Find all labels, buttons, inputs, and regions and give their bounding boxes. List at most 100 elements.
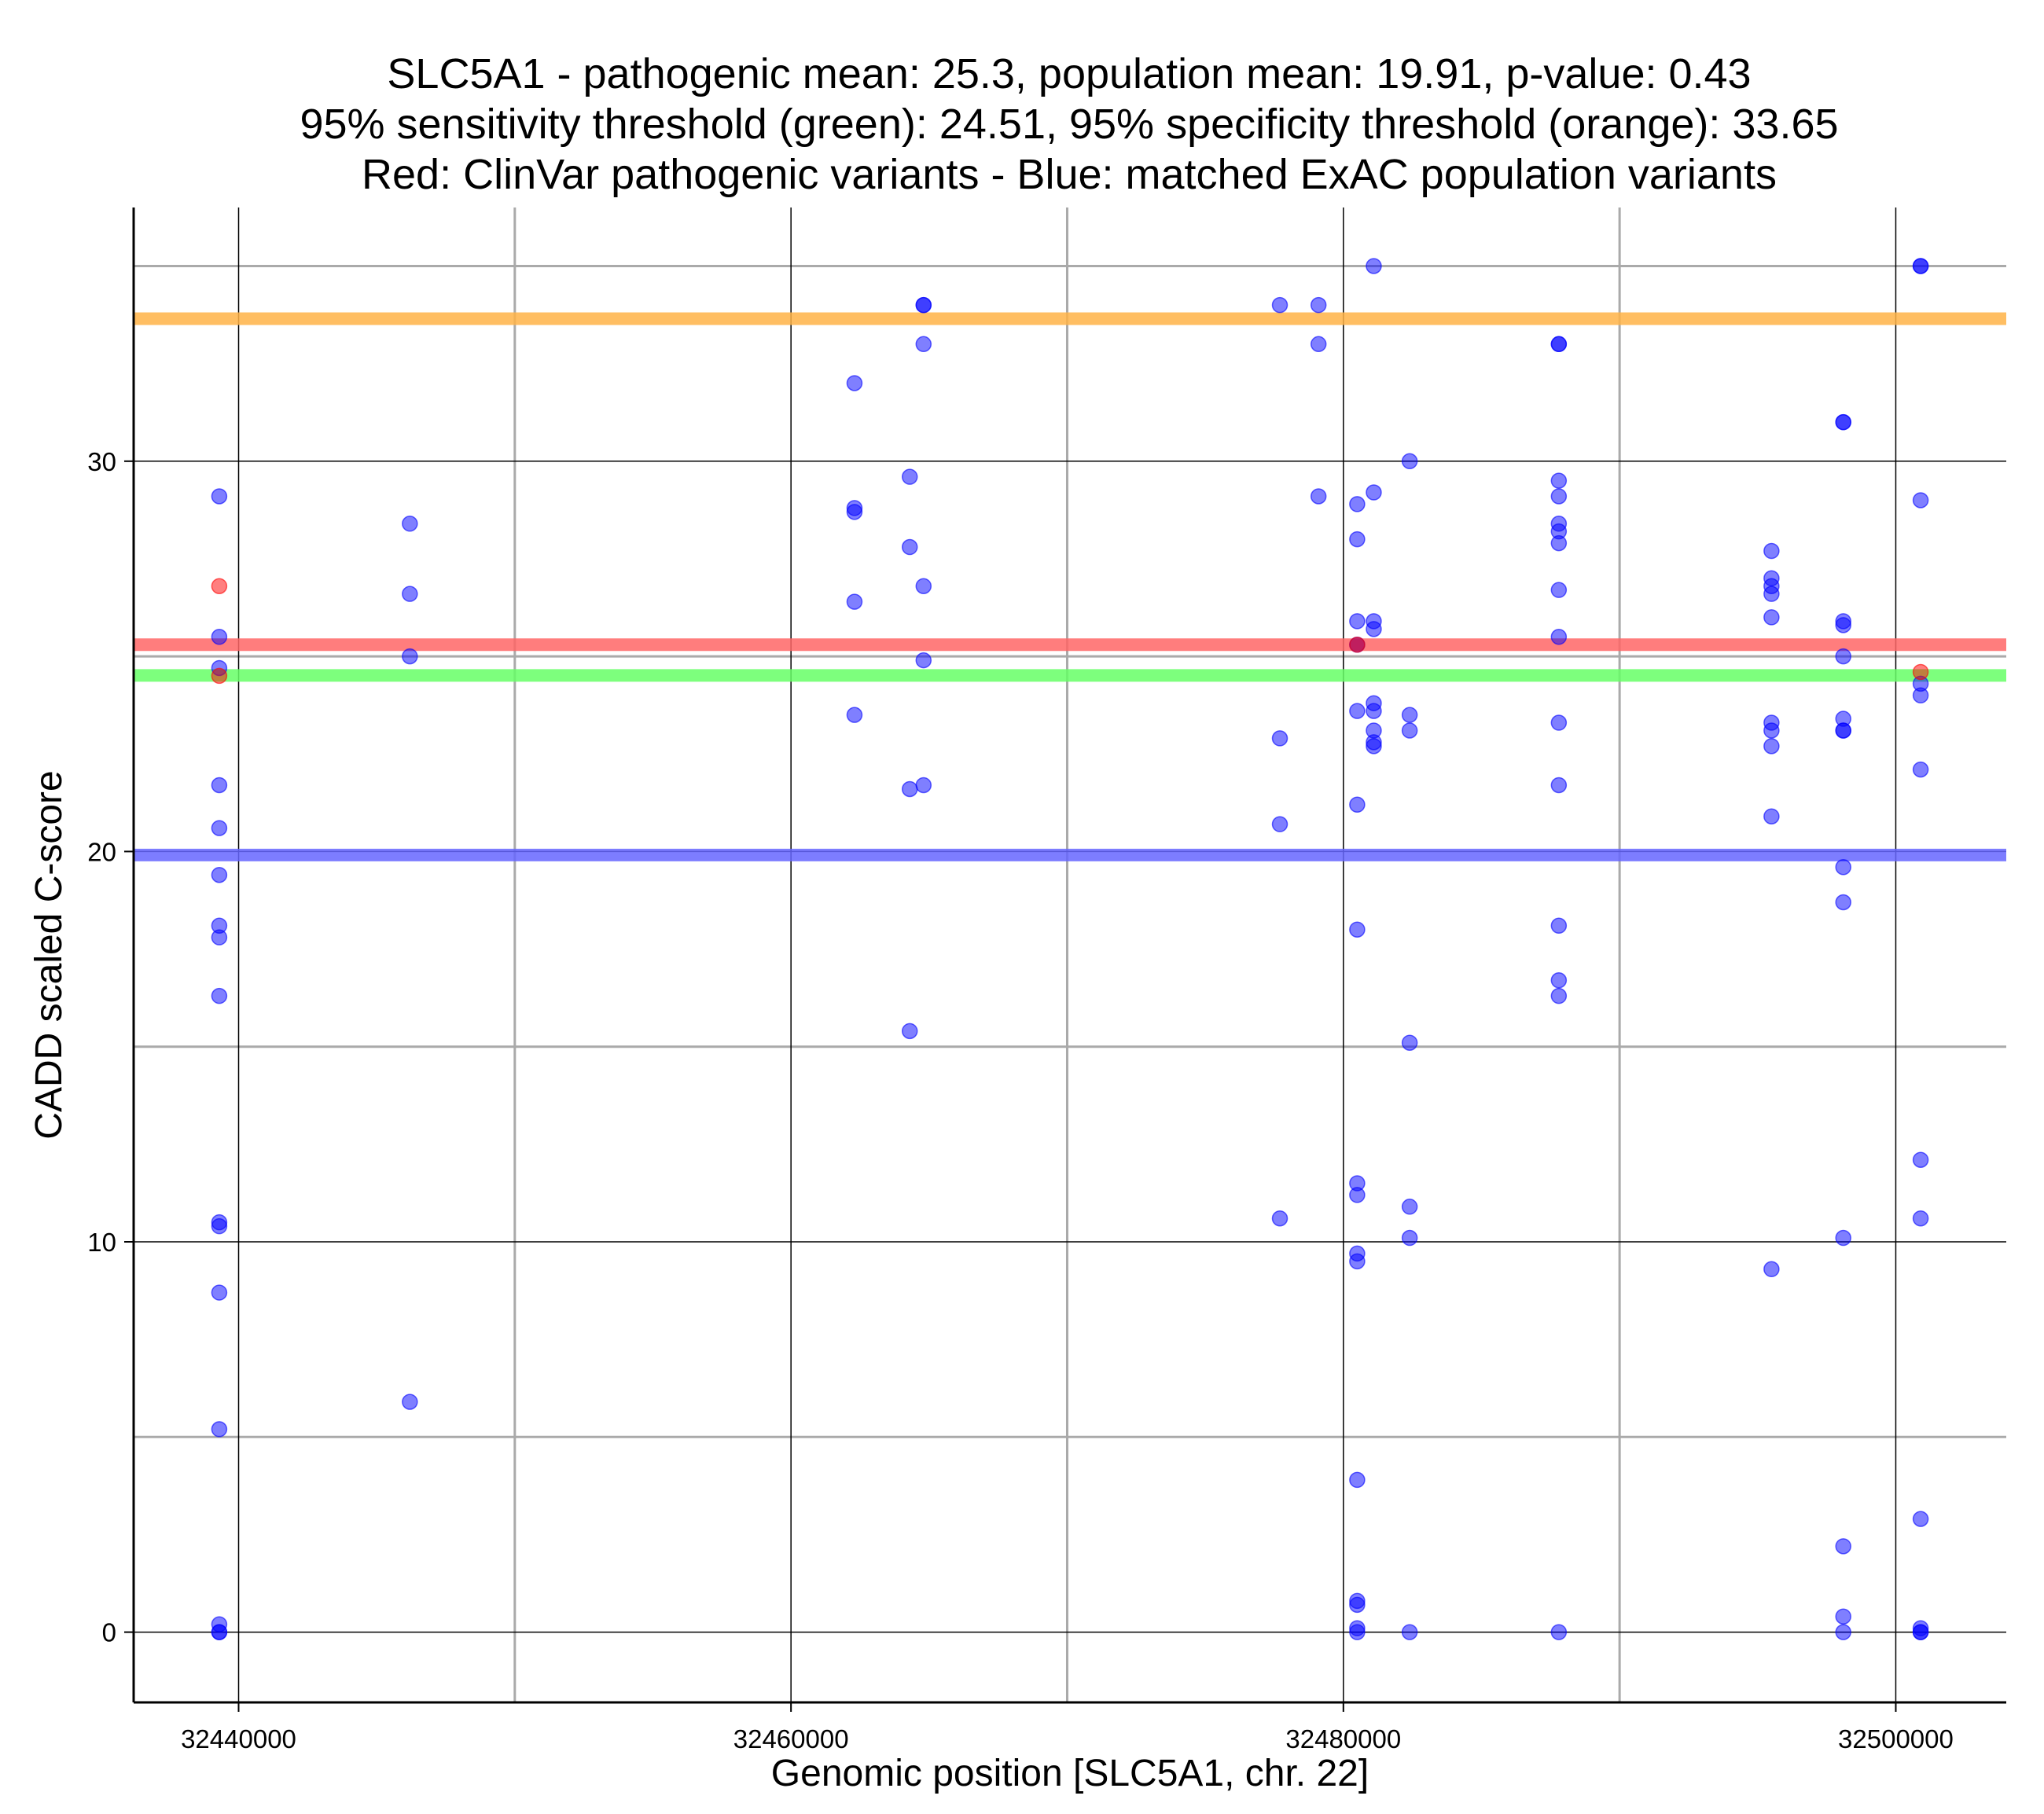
population-variant-point	[211, 987, 228, 1004]
y-tick-label: 30	[87, 447, 116, 476]
data-points	[211, 258, 1929, 1640]
population-variant-point	[402, 586, 418, 602]
population-variant-point	[1401, 453, 1418, 470]
population-variant-point	[1550, 534, 1568, 552]
population-variant-point	[1912, 1511, 1929, 1527]
population-variant-point	[211, 488, 228, 505]
population-variant-point	[1349, 1471, 1366, 1489]
x-tick-label: 32500000	[1838, 1724, 1954, 1753]
population-variant-point	[1763, 738, 1780, 755]
population-variant-point	[901, 780, 918, 798]
population-variant-point	[1763, 808, 1780, 824]
population-variant-point	[1366, 258, 1382, 274]
population-variant-point	[1349, 531, 1366, 548]
title-line-2: 95% sensitivity threshold (green): 24.51…	[300, 101, 1839, 148]
population-variant-point	[1401, 1034, 1418, 1051]
population-variant-point	[1401, 1199, 1418, 1215]
population-variant-point	[1835, 1624, 1851, 1640]
population-variant-point	[846, 504, 863, 520]
population-variant-point	[1550, 629, 1568, 645]
population-variant-point	[1349, 1187, 1366, 1203]
population-variant-point	[211, 1421, 228, 1438]
population-variant-point	[211, 820, 228, 836]
population-variant-point	[1349, 613, 1366, 630]
pathogenic-variant-point	[1349, 636, 1366, 653]
population-variant-point	[211, 866, 228, 883]
population-variant-point	[211, 1217, 228, 1235]
threshold-lines	[134, 312, 2006, 861]
population-variant-point	[211, 1624, 228, 1640]
population-variant-point	[901, 468, 918, 485]
population-variant-point	[1835, 1608, 1851, 1625]
population-variant-point	[1550, 777, 1568, 794]
population-variant-point	[1912, 492, 1929, 509]
pathogenic-variant-point	[211, 578, 228, 594]
population-variant-point	[1763, 542, 1780, 560]
population-variant-point	[1550, 972, 1568, 989]
population-variant-point	[1366, 621, 1382, 637]
pathogenic-variant-point	[1912, 663, 1929, 681]
population-variant-point	[915, 336, 932, 353]
population-variant-point	[1835, 894, 1851, 911]
title-line-3: Red: ClinVar pathogenic variants - Blue:…	[362, 151, 1777, 198]
axes	[132, 207, 2006, 1704]
population-variant-point	[1401, 1624, 1418, 1640]
y-axis-title: CADD scaled C-score	[28, 770, 70, 1139]
population-variant-point	[1550, 714, 1568, 731]
y-tick-label: 0	[102, 1618, 116, 1647]
population-variant-point	[1310, 488, 1327, 505]
population-variant-point	[1349, 921, 1366, 938]
population-variant-point	[1550, 987, 1568, 1004]
y-tick-label: 10	[87, 1228, 116, 1257]
population-variant-point	[211, 1284, 228, 1301]
population-variant-point	[1835, 648, 1851, 665]
population-variant-point	[1912, 1624, 1929, 1640]
population-variant-point	[1349, 703, 1366, 719]
population-variant-point	[846, 375, 863, 391]
population-variant-point	[1550, 582, 1568, 598]
population-variant-point	[1349, 1624, 1366, 1640]
x-axis-title: Genomic position [SLC5A1, chr. 22]	[771, 1753, 1369, 1794]
grid-lines	[134, 207, 2006, 1702]
population-variant-point	[1401, 722, 1418, 739]
population-variant-point	[1912, 761, 1929, 778]
population-variant-point	[402, 1394, 418, 1410]
population-variant-point	[901, 1023, 918, 1040]
y-tick-label: 20	[87, 837, 116, 866]
population-variant-point	[1310, 296, 1327, 314]
population-variant-point	[1912, 687, 1929, 704]
population-variant-point	[402, 516, 418, 532]
population-variant-point	[1271, 1210, 1289, 1227]
population-variant-point	[1271, 730, 1289, 747]
population-variant-point	[211, 777, 228, 794]
population-variant-point	[1349, 1253, 1366, 1270]
population-variant-point	[1763, 1261, 1780, 1278]
pathogenic-variant-point	[211, 667, 228, 685]
population-variant-point	[846, 593, 863, 610]
population-variant-point	[846, 707, 863, 723]
population-variant-point	[1835, 617, 1851, 633]
x-tick-label: 32480000	[1285, 1724, 1401, 1753]
population-variant-point	[1550, 472, 1568, 489]
population-variant-point	[915, 777, 932, 794]
population-variant-point	[915, 578, 932, 594]
population-variant-point	[1401, 1229, 1418, 1247]
population-variant-point	[1310, 336, 1327, 353]
population-variant-point	[915, 296, 932, 314]
population-variant-point	[1366, 484, 1382, 501]
population-variant-point	[1550, 917, 1568, 935]
population-variant-point	[901, 538, 918, 556]
chart-title: SLC5A1 - pathogenic mean: 25.3, populati…	[134, 49, 2005, 200]
population-variant-point	[1550, 488, 1568, 505]
population-variant-point	[1835, 859, 1851, 876]
population-variant-point	[1835, 1538, 1851, 1555]
x-tick-label: 32440000	[181, 1724, 296, 1753]
population-variant-point	[1912, 1210, 1929, 1227]
population-variant-point	[211, 929, 228, 946]
population-variant-point	[1366, 703, 1382, 719]
population-variant-point	[1835, 722, 1851, 739]
population-variant-point	[1763, 586, 1780, 602]
population-variant-point	[1366, 738, 1382, 755]
population-variant-point	[1349, 496, 1366, 512]
